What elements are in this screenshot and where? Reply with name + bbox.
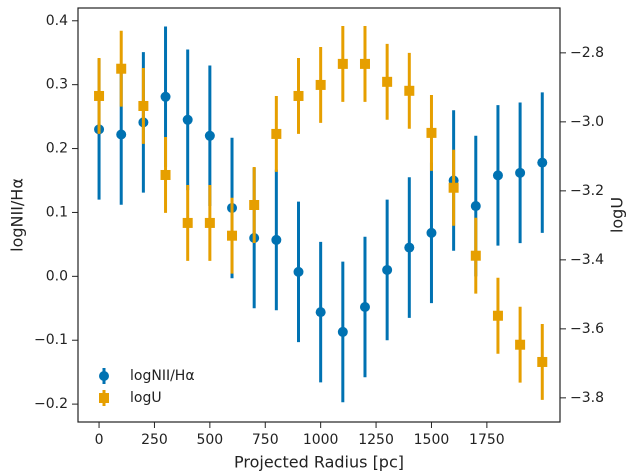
legend-marker [99,371,109,381]
data-point [94,90,105,101]
x-tick-label: 750 [252,432,279,448]
data-point [204,130,215,141]
data-point [537,157,548,168]
data-point [160,169,171,180]
data-point [448,182,459,193]
data-point [470,201,481,212]
y-axis-label: logNII/Hα [8,178,27,252]
y2-tick-label: −2.8 [570,45,604,61]
data-point [271,234,282,245]
data-point [182,217,193,228]
y2-tick-label: −3.8 [570,390,604,406]
data-point [315,307,326,318]
data-point [315,79,326,90]
data-point [182,114,193,125]
x-tick-label: 0 [95,432,104,448]
y-tick-label: 0.2 [46,141,68,157]
y-tick-label: 0.3 [46,77,68,93]
data-point [116,129,127,140]
data-point [359,58,370,69]
data-point [470,250,481,261]
data-point [116,63,127,74]
data-point [492,170,503,181]
plot-frame [77,7,561,423]
x-tick-label: 1500 [414,432,450,448]
y-tick-label: 0.0 [46,268,68,284]
x-tick-label: 1250 [358,432,394,448]
x-tick-label: 1000 [303,432,339,448]
data-point [515,167,526,178]
data-point [515,339,526,350]
data-point [537,356,548,367]
data-point [337,326,348,337]
x-axis-label: Projected Radius [pc] [234,453,404,472]
data-point [249,199,260,210]
data-point [382,76,393,87]
data-point [426,227,437,238]
legend-marker [99,393,109,403]
data-point [382,264,393,275]
data-point [426,127,437,138]
data-point [492,310,503,321]
y2-tick-label: −3.0 [570,114,604,130]
data-point [293,90,304,101]
legend-label: logU [130,390,162,406]
data-point [337,58,348,69]
y-tick-label: −0.1 [34,332,68,348]
y-tick-label: 0.1 [46,204,68,220]
data-point [359,302,370,312]
y2-axis-label: logU [608,197,627,233]
data-point [227,230,238,241]
y-tick-label: 0.4 [46,13,68,29]
y2-tick-label: −3.6 [570,321,604,337]
x-tick-label: 250 [141,432,168,448]
data-point [160,91,171,102]
legend-label: logNII/Hα [130,368,195,384]
y2-tick-label: −3.4 [570,252,604,268]
x-tick-label: 1750 [469,432,505,448]
data-point [293,266,304,277]
data-point [271,128,282,139]
y2-tick-label: −3.2 [570,183,604,199]
data-point [404,242,415,253]
x-tick-label: 500 [196,432,223,448]
y-tick-label: −0.2 [34,396,68,412]
data-point [404,85,415,96]
data-point [138,100,149,111]
data-point [204,217,215,228]
